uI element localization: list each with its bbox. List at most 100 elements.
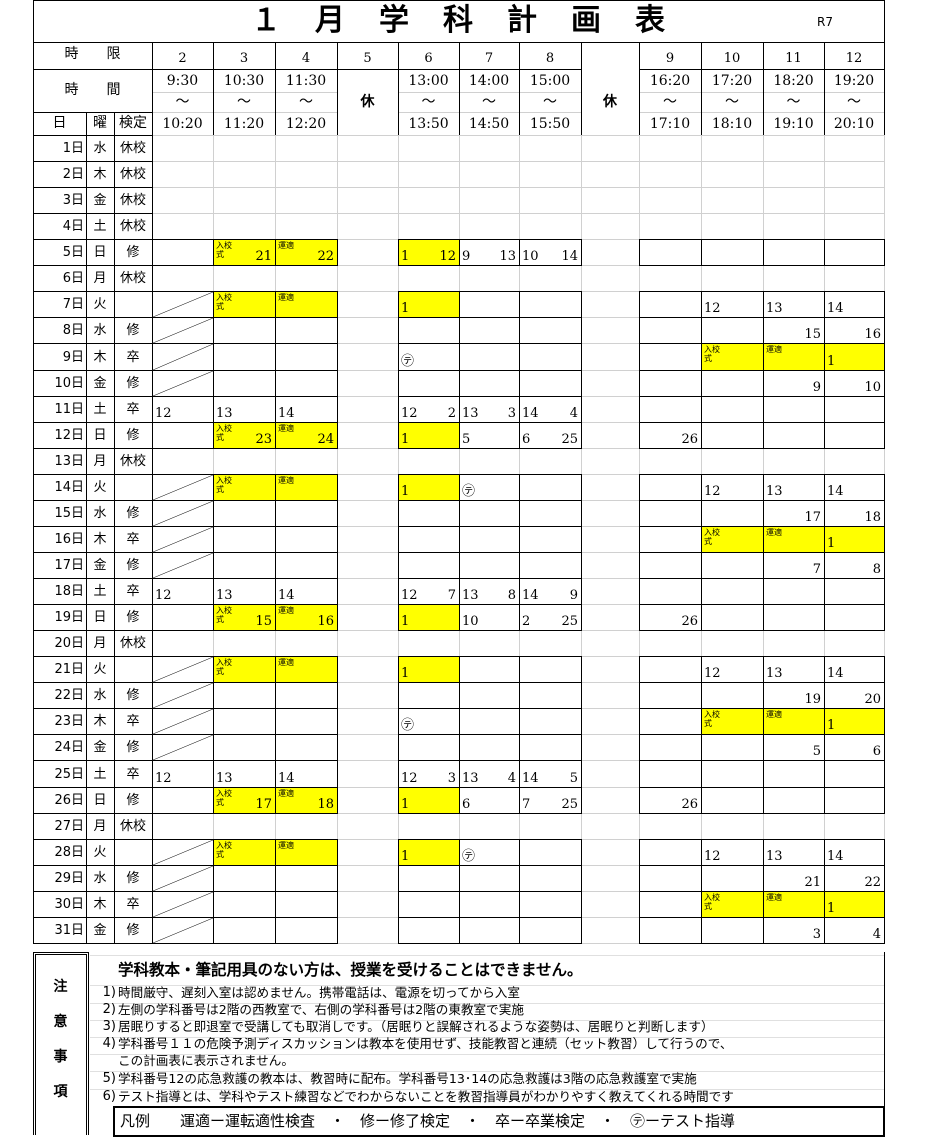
schedule-cell[interactable]: 12 [152,760,214,788]
schedule-cell[interactable]: 入校式 [701,343,764,371]
schedule-cell[interactable]: 入校式 [213,291,276,318]
slashed-cell[interactable] [152,370,214,397]
schedule-cell[interactable]: 運適 18 [275,787,338,814]
schedule-cell[interactable]: ㋢ [459,839,520,866]
schedule-cell[interactable]: 12 3 [398,760,460,788]
schedule-cell[interactable]: 1 [824,526,885,553]
schedule-cell[interactable]: ㋢ [398,708,460,735]
schedule-cell[interactable]: 5 [763,734,825,761]
schedule-cell[interactable]: 13 [213,578,276,605]
schedule-cell[interactable]: 入校式 [213,839,276,866]
slashed-cell[interactable] [152,552,214,579]
schedule-cell[interactable]: 5 [459,422,520,449]
schedule-cell[interactable]: 15 [763,317,825,344]
schedule-cell[interactable]: 入校式 [213,474,276,501]
schedule-cell[interactable]: 12 [152,578,214,605]
schedule-cell[interactable]: 10 [824,370,885,397]
schedule-cell[interactable]: 1 12 [398,239,460,266]
schedule-cell[interactable]: 18 [824,500,885,527]
schedule-cell[interactable]: 運適 [763,891,825,918]
schedule-cell[interactable]: 運適 [275,291,338,318]
schedule-cell[interactable]: 13 [763,291,825,318]
schedule-cell[interactable]: 入校式 [701,708,764,735]
schedule-cell[interactable]: ㋢ [398,343,460,371]
slashed-cell[interactable] [152,656,214,683]
schedule-cell[interactable]: 入校式 21 [213,239,276,266]
slashed-cell[interactable] [152,291,214,318]
schedule-cell[interactable]: 入校式 [701,526,764,553]
schedule-cell[interactable]: 9 13 [459,239,520,266]
schedule-cell[interactable]: 14 [275,578,338,605]
schedule-cell[interactable]: 入校式 [213,656,276,683]
schedule-cell[interactable]: 21 [763,865,825,892]
schedule-cell[interactable]: 22 [824,865,885,892]
schedule-cell[interactable]: 13 [213,760,276,788]
slashed-cell[interactable] [152,734,214,761]
schedule-cell[interactable]: 13 8 [459,578,520,605]
schedule-cell[interactable]: 26 [639,422,702,449]
slashed-cell[interactable] [152,891,214,918]
schedule-cell[interactable]: 13 3 [459,396,520,423]
schedule-cell[interactable]: 1 [398,291,460,318]
schedule-cell[interactable]: 入校式 [701,891,764,918]
schedule-cell[interactable]: 16 [824,317,885,344]
slashed-cell[interactable] [152,343,214,371]
schedule-cell[interactable]: 12 [701,291,764,318]
slashed-cell[interactable] [152,682,214,709]
slashed-cell[interactable] [152,865,214,892]
schedule-cell[interactable]: 1 [824,343,885,371]
schedule-cell[interactable]: 運適 [275,656,338,683]
schedule-cell[interactable]: 13 [763,839,825,866]
schedule-cell[interactable]: 9 [763,370,825,397]
schedule-cell[interactable]: 7 25 [519,787,582,814]
schedule-cell[interactable]: 運適 [763,708,825,735]
schedule-cell[interactable]: 20 [824,682,885,709]
schedule-cell[interactable]: 入校式 17 [213,787,276,814]
schedule-cell[interactable]: 入校式 15 [213,604,276,631]
schedule-cell[interactable]: 1 [824,708,885,735]
schedule-cell[interactable]: 14 9 [519,578,582,605]
schedule-cell[interactable]: 1 [824,891,885,918]
schedule-cell[interactable]: 10 14 [519,239,582,266]
schedule-cell[interactable]: 1 [398,839,460,866]
schedule-cell[interactable]: 17 [763,500,825,527]
schedule-cell[interactable]: 12 [701,839,764,866]
schedule-cell[interactable]: 19 [763,682,825,709]
schedule-cell[interactable]: 1 [398,422,460,449]
schedule-cell[interactable]: 入校式 23 [213,422,276,449]
schedule-cell[interactable]: 12 [152,396,214,423]
schedule-cell[interactable]: 運適 [275,474,338,501]
schedule-cell[interactable]: 6 [459,787,520,814]
schedule-cell[interactable]: 6 [824,734,885,761]
schedule-cell[interactable]: 14 [275,760,338,788]
schedule-cell[interactable]: 13 4 [459,760,520,788]
schedule-cell[interactable]: 26 [639,787,702,814]
slashed-cell[interactable] [152,708,214,735]
schedule-cell[interactable]: 13 [213,396,276,423]
schedule-cell[interactable]: 1 [398,474,460,501]
schedule-cell[interactable]: 26 [639,604,702,631]
slashed-cell[interactable] [152,526,214,553]
schedule-cell[interactable]: 1 [398,604,460,631]
slashed-cell[interactable] [152,317,214,344]
schedule-cell[interactable]: ㋢ [459,474,520,501]
schedule-cell[interactable]: 13 [763,656,825,683]
schedule-cell[interactable]: 運適 [763,343,825,371]
schedule-cell[interactable]: 10 [459,604,520,631]
schedule-cell[interactable]: 12 [701,656,764,683]
schedule-cell[interactable]: 14 4 [519,396,582,423]
schedule-cell[interactable]: 14 [824,474,885,501]
schedule-cell[interactable]: 12 2 [398,396,460,423]
schedule-cell[interactable]: 2 25 [519,604,582,631]
schedule-cell[interactable]: 6 25 [519,422,582,449]
schedule-cell[interactable]: 3 [763,917,825,944]
schedule-cell[interactable]: 1 [398,787,460,814]
schedule-cell[interactable]: 運適 16 [275,604,338,631]
schedule-cell[interactable]: 14 [824,656,885,683]
schedule-cell[interactable]: 14 [275,396,338,423]
slashed-cell[interactable] [152,839,214,866]
schedule-cell[interactable]: 14 [824,839,885,866]
slashed-cell[interactable] [152,500,214,527]
schedule-cell[interactable]: 1 [398,656,460,683]
slashed-cell[interactable] [152,474,214,501]
